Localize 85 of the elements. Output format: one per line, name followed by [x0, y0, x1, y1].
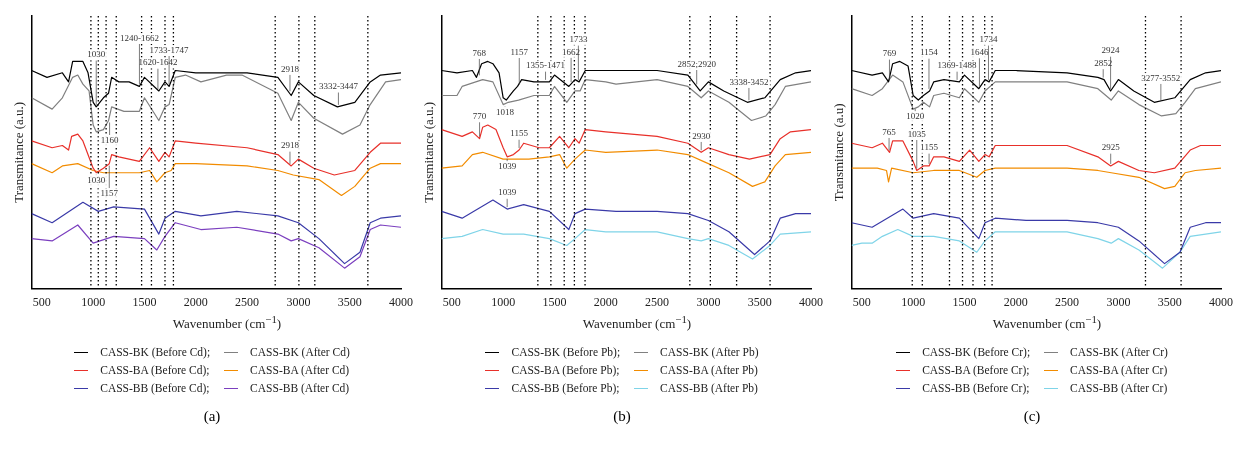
- annotation: 770: [472, 111, 487, 122]
- annotation: 1030: [87, 175, 106, 186]
- annotation: 1039: [498, 161, 517, 172]
- x-tick-label: 4000: [1209, 294, 1233, 309]
- x-tick-label: 1500: [952, 294, 977, 309]
- annotation: 1646: [970, 47, 989, 58]
- x-axis-title: Wavenumber (cm$^{−1}$): [581, 313, 693, 333]
- annotation: 1734: [979, 34, 998, 45]
- y-axis-title: Transmitance (a.u): [831, 103, 847, 202]
- legend-label: CASS-BK (Before Cd);: [100, 346, 211, 359]
- annotation: 1020: [906, 111, 925, 122]
- x-tick-label: 1000: [491, 294, 516, 309]
- x-tick-label: 3000: [286, 294, 311, 309]
- annotation: 768: [472, 47, 487, 58]
- annotation: 1030: [87, 49, 106, 60]
- x-tick-label: 2500: [645, 294, 670, 309]
- legend-label: CASS-BB (After Cr): [1070, 382, 1168, 395]
- annotation: 2930: [692, 130, 711, 141]
- x-tick-label: 500: [442, 294, 461, 309]
- annotation: 1733-1747: [149, 44, 190, 55]
- annotation: 1154: [920, 47, 939, 58]
- x-tick-label: 500: [32, 294, 51, 309]
- legend-label: CASS-BB (Before Cd);: [100, 382, 210, 395]
- legend-label: CASS-BK (After Pb): [660, 346, 759, 359]
- annotation: 1155: [510, 128, 529, 139]
- annotation: 2924: [1101, 45, 1121, 56]
- annotation: 2918: [280, 63, 300, 74]
- y-axis-title: Transmitance (a.u.): [11, 101, 27, 203]
- x-tick-label: 3500: [747, 294, 772, 309]
- annotation: 1355-1471: [526, 60, 566, 71]
- annotation: 3338-3452: [729, 76, 769, 87]
- x-tick-label: 4000: [389, 294, 413, 309]
- annotation: 2925: [1101, 142, 1121, 153]
- legend-label: CASS-BB (After Pb): [660, 382, 758, 395]
- text: (b): [612, 408, 632, 426]
- x-tick-label: 2000: [1003, 294, 1028, 309]
- x-tick-label: 2000: [183, 294, 208, 309]
- text: (a): [202, 408, 222, 426]
- annotation: 1039: [498, 187, 517, 198]
- annotation: 3277-3552: [1141, 72, 1181, 83]
- legend-label: CASS-BA (Before Cr);: [922, 364, 1030, 377]
- annotation: 1155: [920, 142, 939, 153]
- legend-label: CASS-BA (After Cr): [1070, 364, 1168, 377]
- x-tick-label: 2000: [593, 294, 618, 309]
- x-tick-label: 2500: [235, 294, 260, 309]
- legend-label: CASS-BK (Before Cr);: [922, 346, 1031, 359]
- x-tick-label: 3000: [696, 294, 721, 309]
- x-tick-label: 1500: [132, 294, 157, 309]
- annotation: 1240-1662: [119, 32, 159, 43]
- annotation: 1035: [907, 128, 927, 139]
- annotation: 1662: [562, 46, 581, 57]
- y-axis-title: Transmitance (a.u.): [421, 101, 437, 203]
- annotation: 769: [882, 48, 897, 59]
- x-tick-label: 2500: [1055, 294, 1080, 309]
- x-tick-label: 500: [852, 294, 871, 309]
- annotation: 3332-3447: [318, 81, 359, 92]
- x-tick-label: 1500: [542, 294, 567, 309]
- annotation: 1018: [496, 106, 515, 117]
- annotation: 1157: [100, 188, 119, 199]
- annotation: 2918: [280, 140, 300, 151]
- x-tick-label: 3500: [1157, 294, 1182, 309]
- legend-label: CASS-BB (Before Pb);: [511, 382, 620, 395]
- text: (c): [1022, 408, 1042, 426]
- legend-label: CASS-BK (After Cr): [1070, 346, 1168, 359]
- legend-label: CASS-BA (After Pb): [660, 364, 758, 377]
- x-tick-label: 1000: [901, 294, 926, 309]
- annotation: 765: [882, 126, 897, 137]
- annotation: 1160: [100, 134, 119, 145]
- x-tick-label: 1000: [81, 294, 106, 309]
- legend-label: CASS-BK (Before Pb);: [511, 346, 621, 359]
- x-tick-label: 3000: [1106, 294, 1131, 309]
- legend-label: CASS-BB (After Cd): [250, 382, 350, 395]
- x-axis-title: Wavenumber (cm$^{−1}$): [991, 313, 1103, 333]
- legend-label: CASS-BA (Before Cd);: [100, 364, 210, 377]
- legend-label: CASS-BB (Before Cr);: [922, 382, 1030, 395]
- annotation: 2852;2920: [677, 58, 717, 69]
- x-tick-label: 4000: [799, 294, 823, 309]
- legend-label: CASS-BA (Before Pb);: [511, 364, 620, 377]
- annotation: 1157: [510, 46, 529, 57]
- annotation: 1733: [569, 34, 588, 45]
- x-tick-label: 3500: [337, 294, 362, 309]
- x-axis-title: Wavenumber (cm$^{−1}$): [171, 313, 283, 333]
- legend-label: CASS-BA (After Cd): [250, 364, 350, 377]
- annotation: 1369-1488: [937, 60, 978, 71]
- legend-label: CASS-BK (After Cd): [250, 346, 350, 359]
